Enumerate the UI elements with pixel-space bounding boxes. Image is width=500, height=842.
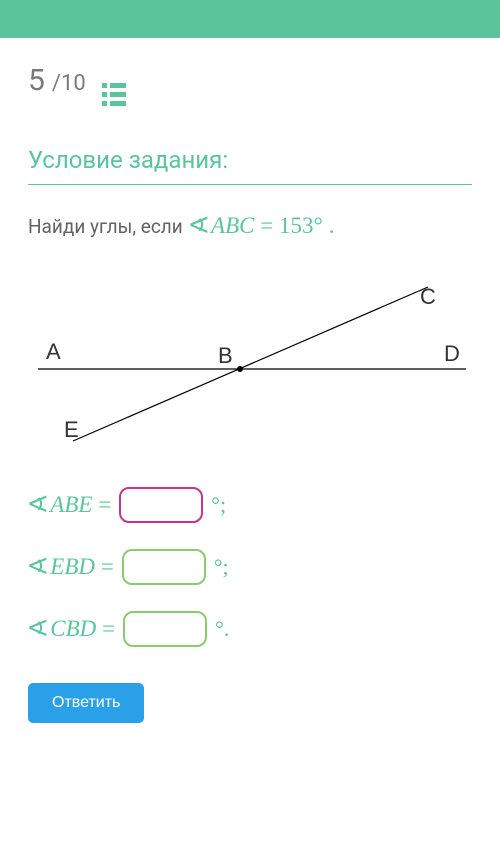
submit-button[interactable]: Ответить <box>28 683 144 723</box>
answer-label-ebd: ∢EBD = <box>28 554 114 580</box>
progress-counter: 5 /10 <box>28 63 472 108</box>
counter-total: /10 <box>52 71 86 96</box>
prompt-text: Найди углы, если <box>28 215 183 238</box>
divider <box>28 184 472 185</box>
answer-label-cbd: ∢CBD = <box>28 616 115 642</box>
geometry-diagram: A B C D E <box>28 269 472 463</box>
answer-tail-cbd: °. <box>215 616 229 642</box>
top-bar <box>0 0 500 38</box>
prompt: Найди углы, если ∢ABC = 153°. <box>28 213 472 239</box>
answer-tail-abe: °; <box>211 492 226 518</box>
label-c: C <box>420 284 436 309</box>
label-e: E <box>64 417 79 442</box>
label-d: D <box>444 341 460 366</box>
answer-label-abe: ∢ABE = <box>28 492 111 518</box>
prompt-expression: ∢ABC = 153° <box>189 213 323 239</box>
prompt-period: . <box>329 213 335 239</box>
section-title: Условие задания: <box>28 146 472 174</box>
list-icon[interactable] <box>102 83 126 106</box>
label-b: B <box>218 343 233 368</box>
answer-row-ebd: ∢EBD = °; <box>28 549 472 585</box>
line-ec <box>73 287 428 441</box>
answer-input-cbd[interactable] <box>123 611 207 647</box>
label-a: A <box>46 339 61 364</box>
content: 5 /10 Условие задания: Найди углы, если … <box>0 38 500 723</box>
answer-input-abe[interactable] <box>119 487 203 523</box>
answer-row-abe: ∢ABE = °; <box>28 487 472 523</box>
answer-input-ebd[interactable] <box>122 549 206 585</box>
answer-tail-ebd: °; <box>214 554 229 580</box>
answer-row-cbd: ∢CBD = °. <box>28 611 472 647</box>
point-b <box>237 366 243 372</box>
counter-current: 5 <box>28 63 45 98</box>
